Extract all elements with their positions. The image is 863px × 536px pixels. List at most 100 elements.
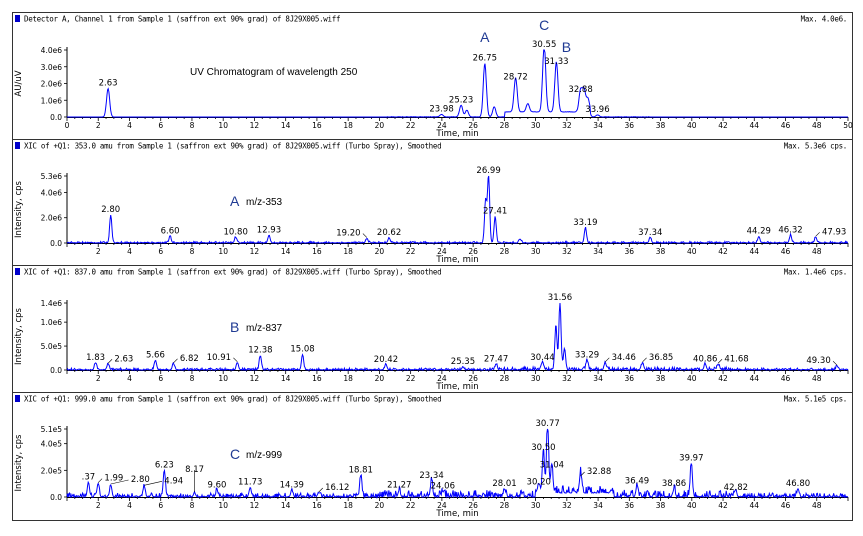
peak-label: 36.85: [649, 353, 673, 363]
y-tick-label: 0.0: [50, 493, 62, 502]
x-tick-label: 20: [375, 374, 385, 383]
peak-label: 26.75: [473, 53, 497, 63]
peak-label: 30.55: [532, 40, 556, 50]
peak-label: 2.80: [131, 475, 150, 485]
y-axis-title: Intensity, cps: [14, 180, 24, 237]
x-tick-label: 48: [812, 247, 822, 256]
peak-label: 9.60: [207, 480, 226, 490]
x-tick-label: 44: [750, 247, 760, 256]
x-tick-label: 30: [531, 374, 541, 383]
x-tick-label: 14: [281, 247, 291, 256]
peak-label-leader: [832, 360, 838, 366]
x-axis-title: Time, min: [435, 255, 478, 265]
peak-label: 12.93: [257, 225, 281, 235]
peak-label: 33.19: [573, 218, 597, 228]
x-tick-label: 6: [158, 247, 163, 256]
x-tick-label: 40: [687, 247, 697, 256]
peak-label: 34.46: [612, 353, 636, 363]
peak-label: 32.88: [568, 85, 592, 95]
x-tick-label: 20: [375, 247, 385, 256]
chromatogram-trace: [66, 175, 848, 245]
x-axis-title: Time, min: [435, 129, 478, 139]
peak-label: 21.27: [387, 480, 411, 490]
peak-label: 27.41: [483, 206, 507, 216]
x-tick-label: 10: [218, 501, 228, 510]
peak-label: 2.63: [114, 354, 133, 364]
x-axis-title: Time, min: [435, 509, 478, 519]
peak-label: 31.56: [548, 293, 572, 303]
max-intensity-label: Max. 5.3e6 cps.: [784, 142, 847, 151]
x-tick-label: 20: [375, 121, 385, 130]
x-tick-label: 16: [312, 247, 322, 256]
panel-header: XIC of +Q1: 353.0 amu from Sample 1 (saf…: [24, 142, 441, 151]
y-tick-label: 1.0e6: [41, 318, 63, 327]
x-tick-label: 50: [843, 121, 853, 130]
chromatogram-trace: [66, 428, 848, 499]
x-tick-label: 46: [781, 121, 791, 130]
y-tick-label: 4.0e6: [41, 188, 63, 197]
compound-label: C: [230, 446, 240, 462]
panel-border: [12, 392, 853, 521]
x-tick-label: 18: [343, 121, 353, 130]
x-tick-label: 44: [750, 501, 760, 510]
peak-label-leader: [107, 359, 113, 364]
x-tick-label: 4: [127, 374, 132, 383]
x-tick-label: 28: [500, 501, 510, 510]
peak-label: 10.80: [224, 227, 248, 237]
x-tick-label: 12: [250, 247, 260, 256]
peak-label: 33.29: [575, 350, 599, 360]
y-axis-title: Intensity, cps: [14, 307, 24, 364]
y-tick-label: 1.0e6: [41, 96, 63, 105]
x-tick-label: 42: [718, 121, 728, 130]
x-tick-label: 34: [593, 501, 603, 510]
x-tick-label: 22: [406, 501, 416, 510]
peak-label: 6.82: [180, 354, 199, 364]
peak-label: 12.38: [248, 346, 272, 356]
peak-label: 40.86: [693, 354, 717, 364]
x-tick-label: 28: [500, 374, 510, 383]
x-tick-label: 32: [562, 247, 572, 256]
chromatogram-trace: [67, 49, 848, 118]
y-tick-label: 0.0: [50, 239, 62, 248]
y-tick-label: 0.0: [50, 366, 62, 375]
peak-label: 31.33: [544, 57, 568, 67]
x-tick-label: 0: [65, 121, 70, 130]
x-tick-label: 48: [812, 374, 822, 383]
peak-label: 41.68: [724, 354, 748, 364]
peak-label: 39.97: [679, 454, 703, 464]
x-tick-label: 40: [687, 121, 697, 130]
x-tick-label: 22: [406, 247, 416, 256]
x-tick-label: 12: [250, 501, 260, 510]
peak-label: 32.88: [587, 467, 611, 477]
x-tick-label: 42: [718, 501, 728, 510]
y-axis-title: Intensity, cps: [14, 434, 24, 491]
peak-label: 11.73: [238, 478, 262, 488]
x-tick-label: 8: [190, 501, 195, 510]
x-tick-label: 32: [562, 121, 572, 130]
peak-label-leader: [144, 481, 163, 486]
peak-label: 30.50: [531, 443, 555, 453]
peak-label: 15.08: [290, 345, 314, 355]
compound-marker-a: A: [480, 29, 490, 45]
max-intensity-label: Max. 1.4e6 cps.: [784, 268, 847, 277]
x-axis-title: Time, min: [435, 382, 478, 392]
peak-label: 25.23: [449, 95, 473, 105]
x-tick-label: 48: [812, 121, 822, 130]
x-tick-label: 2: [96, 374, 101, 383]
peak-label: 23.34: [419, 471, 443, 481]
x-tick-label: 2: [96, 247, 101, 256]
x-tick-label: 38: [656, 247, 666, 256]
x-tick-label: 14: [281, 121, 291, 130]
chart-panel-2: XIC of +Q1: 353.0 amu from Sample 1 (saf…: [12, 139, 853, 266]
peak-label: 30.77: [535, 419, 559, 429]
series-marker-icon: [15, 15, 20, 22]
x-tick-label: 16: [312, 121, 322, 130]
x-tick-label: 48: [812, 501, 822, 510]
y-tick-label: 2.0e5: [41, 466, 63, 475]
x-tick-label: 46: [781, 247, 791, 256]
x-tick-label: 42: [718, 247, 728, 256]
x-tick-label: 46: [781, 374, 791, 383]
y-axis-title: AU/uV: [14, 70, 24, 96]
peak-label: 4.94: [164, 476, 183, 486]
